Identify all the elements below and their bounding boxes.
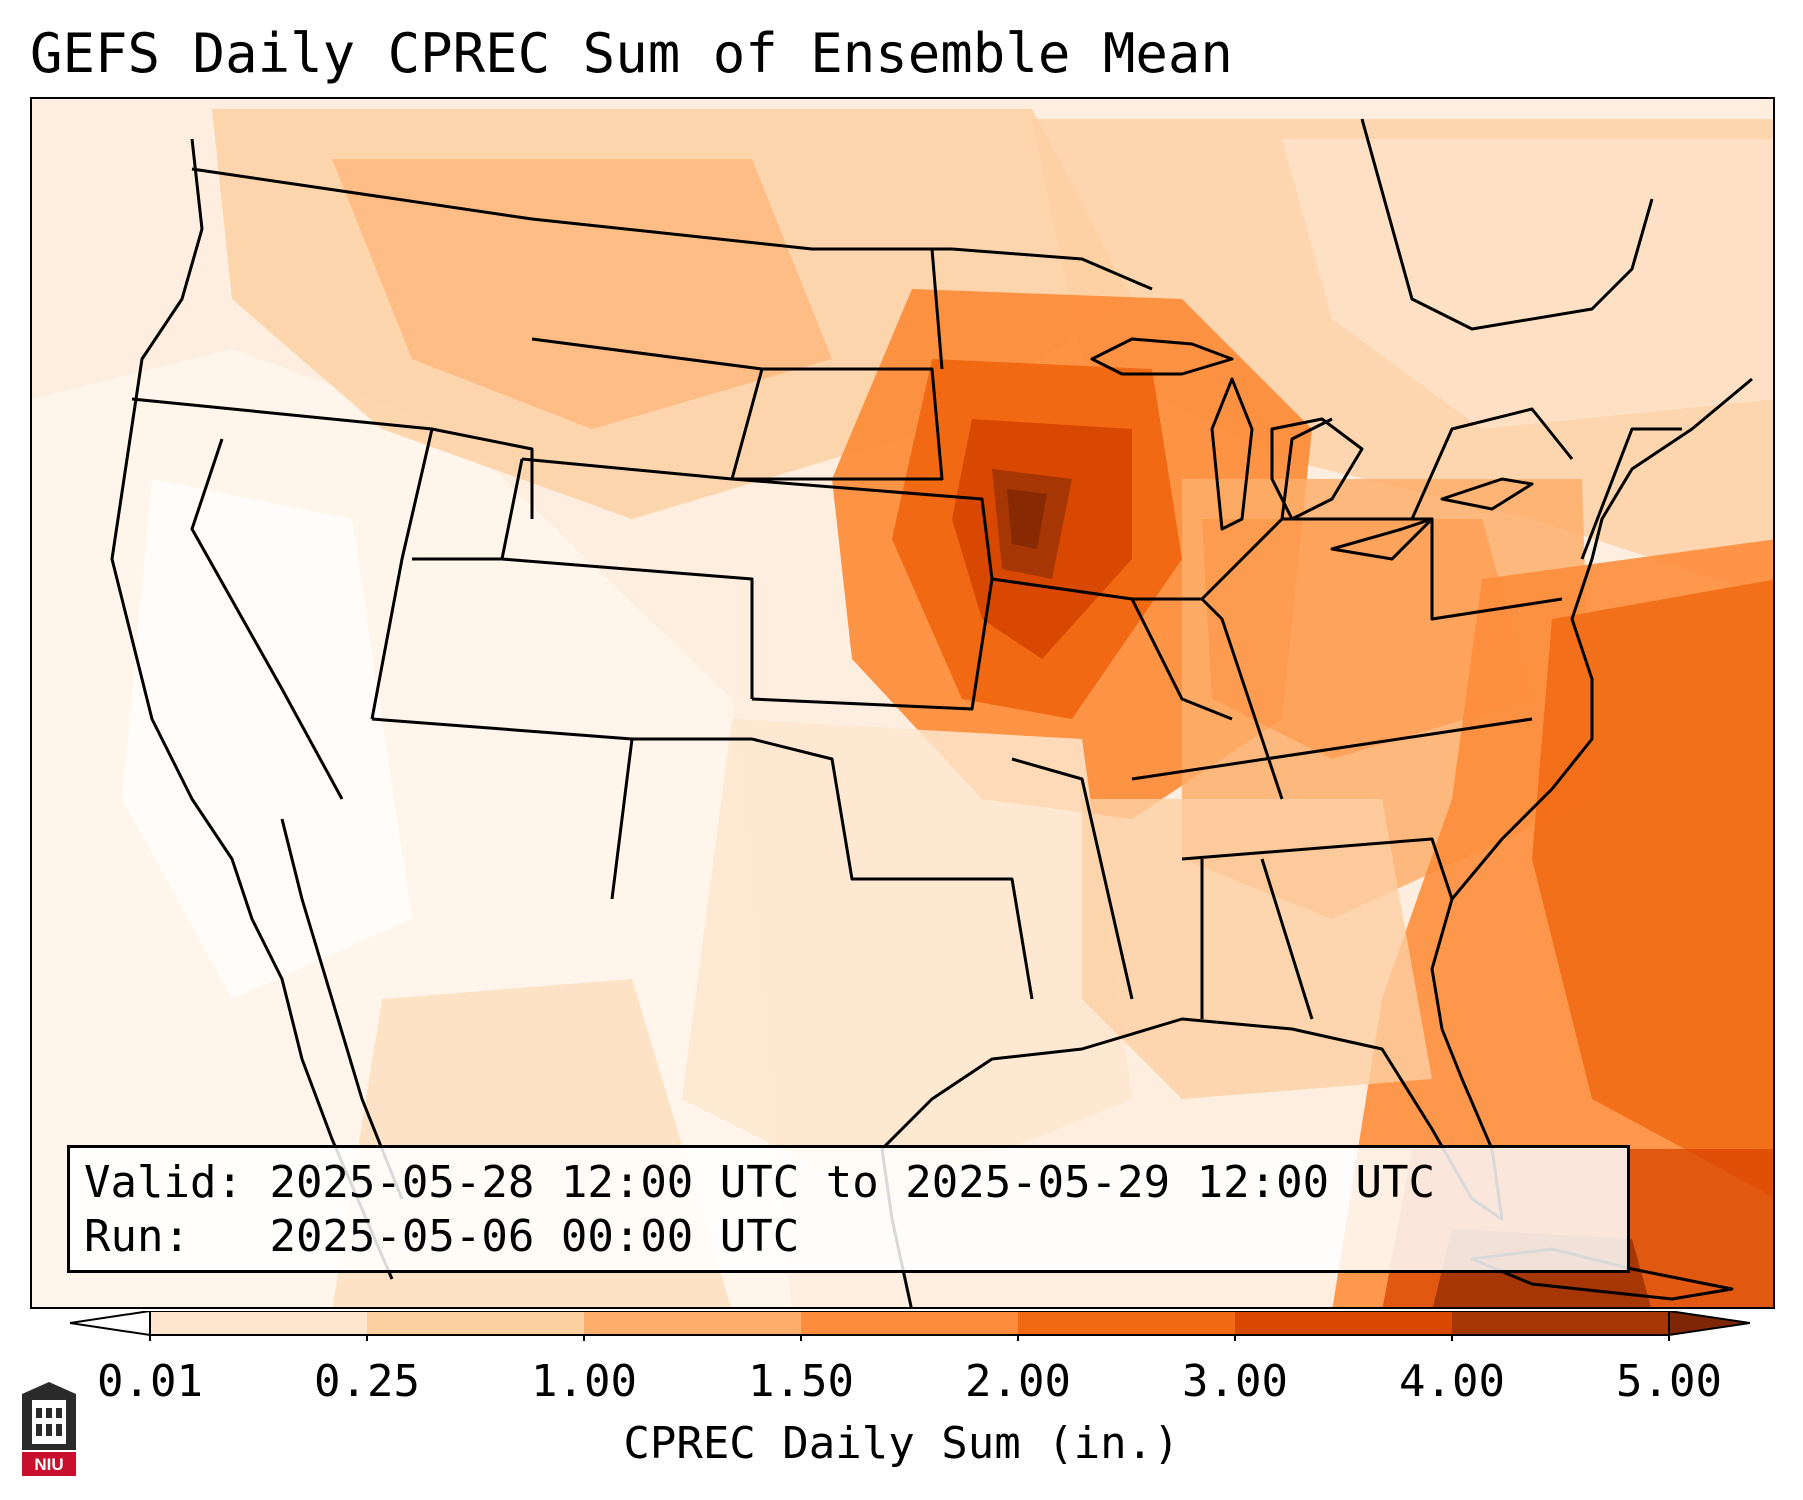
niu-logo: NIU — [22, 1382, 76, 1476]
valid-run-info-box: Valid: 2025-05-28 12:00 UTC to 2025-05-2… — [67, 1145, 1630, 1273]
valid-row: Valid: 2025-05-28 12:00 UTC to 2025-05-2… — [84, 1156, 1613, 1210]
map-title: GEFS Daily CPREC Sum of Ensemble Mean — [30, 22, 1233, 85]
colorbar-tick-label: 1.50 — [748, 1356, 854, 1407]
run-row: Run: 2025-05-06 00:00 UTC — [84, 1210, 1613, 1264]
colorbar-segment — [1452, 1311, 1670, 1335]
colorbar-segment — [584, 1311, 802, 1335]
colorbar-tick-label: 0.01 — [97, 1356, 203, 1407]
valid-label: Valid: — [84, 1157, 243, 1208]
colorbar-tick-label: 3.00 — [1182, 1356, 1288, 1407]
colorbar-ticks — [149, 1335, 1670, 1341]
colorbar-label: CPREC Daily Sum (in.) — [623, 1418, 1180, 1469]
colorbar-over-arrow — [1668, 1311, 1750, 1337]
colorbar-tick-label: 2.00 — [965, 1356, 1071, 1407]
colorbar-segment — [801, 1311, 1019, 1335]
svg-text:NIU: NIU — [34, 1455, 63, 1474]
colorbar-tick-label: 0.25 — [314, 1356, 420, 1407]
run-label: Run: — [84, 1211, 190, 1262]
valid-value: 2025-05-28 12:00 UTC to 2025-05-29 12:00… — [269, 1157, 1436, 1208]
colorbar-segment — [1235, 1311, 1453, 1335]
run-value: 2025-05-06 00:00 UTC — [269, 1211, 800, 1262]
colorbar-segment — [150, 1311, 368, 1335]
colorbar-segment — [1018, 1311, 1236, 1335]
colorbar-tick-label: 4.00 — [1399, 1356, 1505, 1407]
colorbar-segments — [150, 1311, 1670, 1335]
colorbar-tick-label: 5.00 — [1616, 1356, 1722, 1407]
colorbar-tick-label: 1.00 — [531, 1356, 637, 1407]
map-canvas — [32, 99, 1773, 1307]
colorbar-under-arrow — [70, 1311, 151, 1337]
colorbar-segment — [367, 1311, 585, 1335]
colorbar — [70, 1311, 1750, 1341]
precipitation-map — [30, 97, 1775, 1309]
